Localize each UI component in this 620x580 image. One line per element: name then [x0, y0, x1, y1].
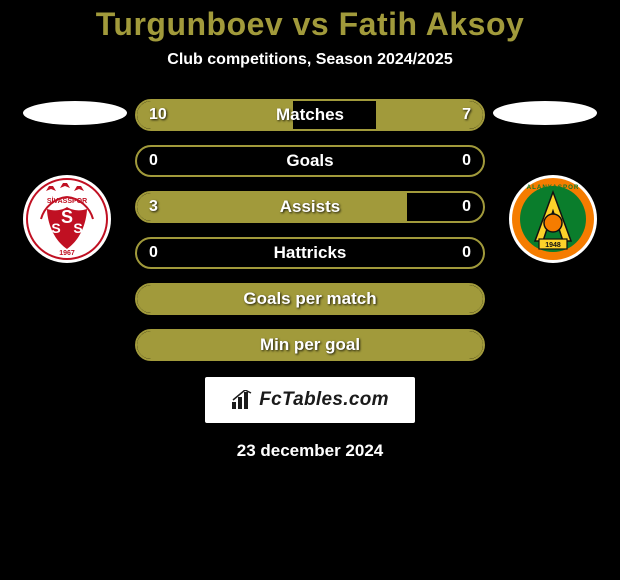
- sivasspor-crest-icon: SİVASSPOR S S S 1967: [23, 175, 111, 263]
- stat-value-right: 0: [462, 152, 471, 170]
- stats-column: 10 7 Matches 0 0 Goals 3 0 Assists 0 0 Hattricks Goa…: [135, 99, 485, 375]
- stat-row: 0 0 Goals: [135, 145, 485, 177]
- stat-value-right: 0: [462, 244, 471, 262]
- stat-row: Min per goal: [135, 329, 485, 361]
- stat-value-left: 3: [149, 198, 158, 216]
- svg-text:S: S: [51, 220, 60, 236]
- brand-logo-box: FcTables.com: [205, 377, 415, 423]
- comparison-row: SİVASSPOR S S S 1967 10 7 Matches 0 0 Goals 3 0…: [0, 99, 620, 375]
- stat-label: Matches: [276, 105, 344, 125]
- svg-text:1948: 1948: [545, 242, 561, 249]
- player-oval-right: [493, 101, 597, 125]
- stat-label: Goals per match: [243, 289, 376, 309]
- stat-row: 0 0 Hattricks: [135, 237, 485, 269]
- stat-label: Hattricks: [274, 243, 347, 263]
- page-title: Turgunboev vs Fatih Aksoy: [96, 6, 525, 43]
- stat-label: Goals: [286, 151, 333, 171]
- stat-value-left: 0: [149, 244, 158, 262]
- svg-text:S: S: [61, 207, 73, 227]
- stat-value-left: 0: [149, 152, 158, 170]
- svg-text:S: S: [73, 220, 82, 236]
- stat-label: Assists: [280, 197, 340, 217]
- stat-value-right: 0: [462, 198, 471, 216]
- stat-row: 10 7 Matches: [135, 99, 485, 131]
- brand-text: FcTables.com: [259, 389, 389, 411]
- stat-value-left: 10: [149, 106, 167, 124]
- alanyaspor-crest-icon: 1948 ALANYASPOR: [509, 175, 597, 263]
- club-crest-right: 1948 ALANYASPOR: [509, 175, 597, 263]
- brand-logo: FcTables.com: [231, 389, 389, 411]
- stat-value-right: 7: [462, 106, 471, 124]
- date-label: 23 december 2024: [237, 441, 384, 461]
- svg-text:SİVASSPOR: SİVASSPOR: [47, 197, 87, 205]
- stat-row: Goals per match: [135, 283, 485, 315]
- right-player-column: 1948 ALANYASPOR: [485, 99, 605, 263]
- svg-text:ALANYASPOR: ALANYASPOR: [527, 184, 580, 191]
- page-subtitle: Club competitions, Season 2024/2025: [167, 51, 452, 69]
- player-oval-left: [23, 101, 127, 125]
- svg-text:1967: 1967: [59, 250, 75, 257]
- chart-icon: [231, 390, 253, 410]
- stat-label: Min per goal: [260, 335, 360, 355]
- stat-row: 3 0 Assists: [135, 191, 485, 223]
- stat-bar-left: [137, 193, 407, 221]
- left-player-column: SİVASSPOR S S S 1967: [15, 99, 135, 263]
- club-crest-left: SİVASSPOR S S S 1967: [23, 175, 111, 263]
